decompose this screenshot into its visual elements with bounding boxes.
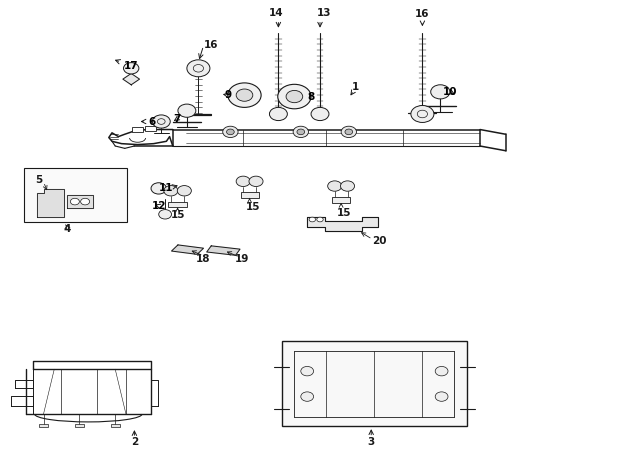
Text: 15: 15 bbox=[171, 210, 185, 220]
Bar bbox=[39, 424, 48, 427]
Text: 2: 2 bbox=[131, 437, 138, 447]
Circle shape bbox=[435, 366, 448, 376]
Circle shape bbox=[177, 186, 191, 196]
Circle shape bbox=[223, 126, 238, 138]
Circle shape bbox=[164, 186, 178, 196]
Text: 14: 14 bbox=[269, 8, 284, 18]
Text: 18: 18 bbox=[196, 254, 211, 264]
Circle shape bbox=[236, 89, 253, 101]
Text: 1: 1 bbox=[351, 82, 359, 92]
Circle shape bbox=[187, 60, 210, 77]
Circle shape bbox=[301, 366, 314, 376]
Circle shape bbox=[340, 181, 355, 191]
Circle shape bbox=[228, 83, 261, 107]
Bar bbox=[24, 168, 127, 222]
Text: 3: 3 bbox=[367, 437, 375, 447]
Bar bbox=[241, 192, 259, 198]
Polygon shape bbox=[37, 189, 64, 217]
Polygon shape bbox=[207, 246, 240, 255]
Text: 15: 15 bbox=[246, 202, 260, 212]
Circle shape bbox=[152, 115, 170, 128]
Circle shape bbox=[309, 217, 316, 222]
Circle shape bbox=[297, 129, 305, 135]
Circle shape bbox=[435, 392, 448, 401]
Circle shape bbox=[269, 107, 287, 121]
Circle shape bbox=[278, 84, 311, 109]
Polygon shape bbox=[123, 73, 140, 85]
Bar bbox=[111, 424, 120, 427]
Circle shape bbox=[311, 107, 329, 121]
Circle shape bbox=[301, 392, 314, 401]
Text: 4: 4 bbox=[63, 224, 71, 234]
Circle shape bbox=[151, 183, 166, 194]
Text: 19: 19 bbox=[235, 254, 249, 264]
Circle shape bbox=[317, 217, 323, 222]
Circle shape bbox=[341, 126, 356, 138]
Bar bbox=[132, 127, 143, 132]
Circle shape bbox=[286, 90, 303, 103]
Text: 11: 11 bbox=[159, 183, 177, 194]
Text: 5: 5 bbox=[35, 175, 42, 186]
Circle shape bbox=[236, 176, 250, 187]
Text: 16: 16 bbox=[415, 9, 429, 19]
Bar bbox=[332, 197, 350, 203]
Text: 20: 20 bbox=[372, 236, 387, 246]
Polygon shape bbox=[307, 217, 378, 231]
Circle shape bbox=[328, 181, 342, 191]
Text: 17: 17 bbox=[116, 60, 138, 71]
Circle shape bbox=[431, 85, 450, 99]
Bar bbox=[168, 202, 187, 207]
Polygon shape bbox=[67, 195, 93, 208]
Text: 10: 10 bbox=[443, 87, 457, 97]
Text: 16: 16 bbox=[204, 40, 218, 50]
Circle shape bbox=[345, 129, 353, 135]
Circle shape bbox=[227, 129, 234, 135]
Text: 7: 7 bbox=[173, 114, 181, 124]
Text: 12: 12 bbox=[152, 201, 166, 211]
Circle shape bbox=[159, 210, 172, 219]
Circle shape bbox=[411, 106, 434, 122]
Circle shape bbox=[124, 63, 139, 74]
Circle shape bbox=[81, 198, 90, 205]
Circle shape bbox=[249, 176, 263, 187]
Circle shape bbox=[178, 104, 196, 117]
Bar bbox=[282, 341, 467, 426]
Text: 6: 6 bbox=[141, 116, 156, 127]
Bar bbox=[145, 126, 156, 131]
Text: 8: 8 bbox=[307, 91, 315, 102]
Text: 15: 15 bbox=[337, 208, 351, 219]
Text: 13: 13 bbox=[317, 8, 332, 18]
Circle shape bbox=[293, 126, 308, 138]
Text: 9: 9 bbox=[224, 90, 232, 100]
Bar bbox=[75, 424, 84, 427]
Circle shape bbox=[70, 198, 79, 205]
Polygon shape bbox=[172, 245, 204, 254]
